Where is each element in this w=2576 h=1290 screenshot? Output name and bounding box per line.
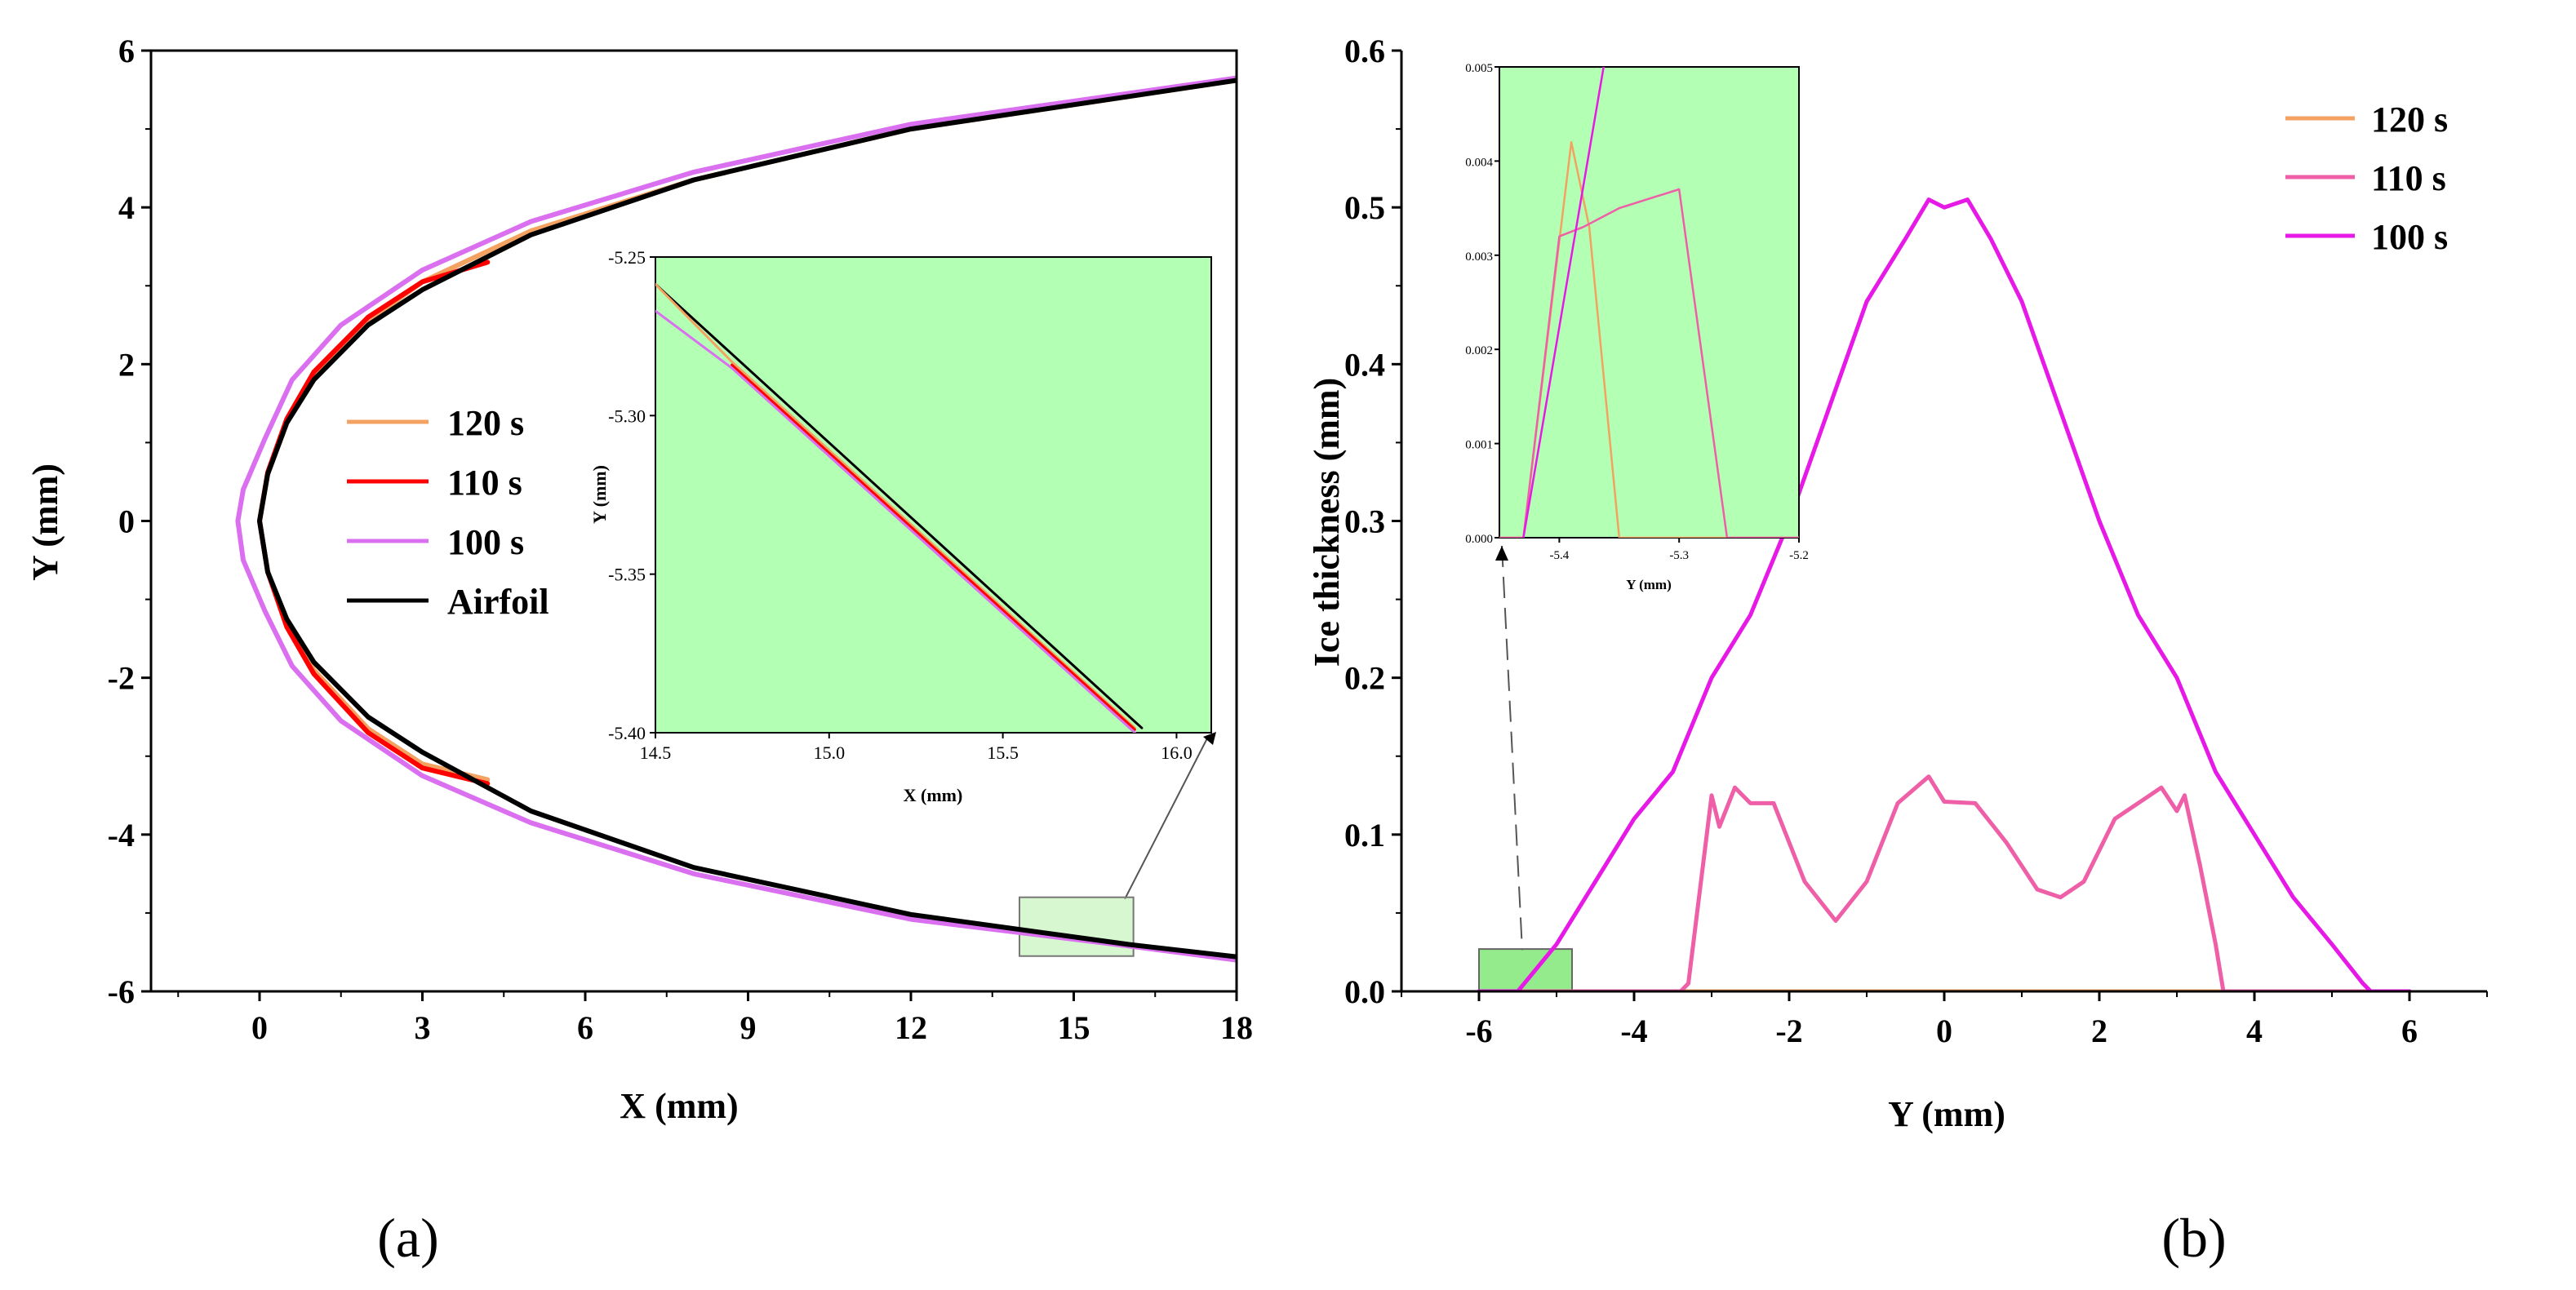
chart-b-inset-y-tick-label-4: 0.004 xyxy=(1465,156,1493,169)
chart-a-legend: 120 s 110 s 100 s Airfoil xyxy=(347,403,549,622)
chart-a-series-100s xyxy=(235,75,1237,963)
chart-a-x-tick-label-5: 15 xyxy=(1058,1009,1090,1046)
chart-b-y-tick-label-3: 0.3 xyxy=(1344,503,1385,540)
chart-b-x-tick-label-3: 0 xyxy=(1936,1013,1952,1049)
chart-a-inset-y-tick-label-1: -5.30 xyxy=(608,406,646,426)
chart-a-inset-series-airfoil xyxy=(655,282,1144,729)
chart-a-x-label: X (mm) xyxy=(620,1086,738,1126)
chart-b-x-tick-label-2: -2 xyxy=(1775,1013,1802,1049)
chart-a-inset-y-tick-label-3: -5.40 xyxy=(608,723,646,743)
chart-b-x-tick-label-6: 6 xyxy=(2401,1013,2418,1049)
chart-a-inset-x-tick-label-0: 14.5 xyxy=(640,743,672,763)
chart-a-y-tick-label-0: -6 xyxy=(108,973,135,1010)
panel-a-caption: (a) xyxy=(377,1207,438,1269)
legend-a-label-2: 100 s xyxy=(447,522,524,562)
chart-b-inset-y-tick-label-1: 0.001 xyxy=(1465,439,1493,452)
chart-a-y-tick-label-4: 2 xyxy=(118,346,135,383)
chart-b-inset-y-ticks: 0.000 0.001 0.002 0.003 0.004 0.005 xyxy=(1465,62,1499,546)
chart-b-x-tick-label-1: -4 xyxy=(1620,1013,1647,1049)
chart-a-inset-bg xyxy=(655,256,1212,734)
chart-b-series-100s xyxy=(1477,197,2412,991)
chart-a-zoom-region xyxy=(1019,896,1135,957)
chart-b-y-tick-label-2: 0.2 xyxy=(1344,660,1385,697)
chart-a-zoom-leader xyxy=(1124,736,1209,900)
chart-a-x-tick-label-0: 0 xyxy=(251,1009,268,1046)
chart-a-y-ticks: -6 -4 -2 0 2 4 6 xyxy=(108,33,151,1010)
chart-a-x-tick-label-2: 6 xyxy=(577,1009,593,1046)
chart-b-x-tick-label-5: 4 xyxy=(2246,1013,2263,1049)
chart-b-inset-bg xyxy=(1499,66,1800,539)
chart-a-x-tick-label-1: 3 xyxy=(415,1009,431,1046)
chart-a-series-airfoil xyxy=(257,78,1237,960)
chart-a-inset-x-label: X (mm) xyxy=(904,785,963,805)
chart-b-legend: 120 s 110 s 100 s xyxy=(2285,100,2448,257)
chart-a-x-ticks: 0 3 6 9 12 15 18 xyxy=(177,991,1253,1046)
chart-b-inset-x-label: Y (mm) xyxy=(1626,577,1672,592)
chart-a-inset-y-tick-label-0: -5.25 xyxy=(608,247,646,268)
chart-a-inset: 14.5 15.0 15.5 16.0 -5.25 -5.30 -5.35 -5.40 X … xyxy=(589,247,1216,805)
chart-b-y-tick-label-1: 0.1 xyxy=(1344,817,1385,853)
legend-a-label-3: Airfoil xyxy=(447,582,549,622)
legend-a-label-1: 110 s xyxy=(447,463,522,503)
chart-b-inset-series-100s xyxy=(1522,67,1605,538)
chart-b-zoom-leader xyxy=(1501,545,1523,951)
chart-a-inset-x-tick-label-3: 16.0 xyxy=(1161,743,1193,763)
chart-a: 0 3 6 9 12 15 18 -6 -4 -2 0 2 4 6 X (mm) Y (mm) 120 … xyxy=(25,33,1253,1126)
chart-a-y-tick-label-1: -4 xyxy=(108,817,135,853)
chart-b-series-110s xyxy=(1477,774,2412,991)
chart-b-x-label: Y (mm) xyxy=(1888,1094,2005,1134)
chart-a-y-tick-label-3: 0 xyxy=(118,503,135,540)
chart-b-series xyxy=(1477,197,2412,991)
chart-a-y-tick-label-2: -2 xyxy=(108,660,135,697)
panel-b-caption: (b) xyxy=(2161,1207,2226,1269)
chart-a-inset-y-ticks: -5.25 -5.30 -5.35 -5.40 xyxy=(608,247,655,743)
chart-b-inset-x-tick-label-2: -5.2 xyxy=(1789,549,1809,562)
chart-b-inset-y-tick-label-0: 0.000 xyxy=(1465,533,1493,546)
chart-b-inset-series-120s xyxy=(1499,141,1799,538)
chart-a-zoom-box xyxy=(1019,896,1135,957)
chart-b-y-tick-label-0: 0.0 xyxy=(1344,973,1385,1010)
chart-b-inset-x-ticks: -5.4 -5.3 -5.2 xyxy=(1550,538,1809,562)
chart-b-inset-arrow-icon xyxy=(1495,546,1508,561)
chart-a-inset-series xyxy=(655,282,1144,733)
chart-b-x-ticks: -6 -4 -2 0 2 4 6 xyxy=(1401,991,2488,1049)
chart-a-inset-series-110s xyxy=(731,363,1136,731)
chart-a-inset-x-ticks: 14.5 15.0 15.5 16.0 xyxy=(640,733,1193,763)
chart-a-inset-y-label: Y (mm) xyxy=(589,465,610,524)
chart-b-y-tick-label-4: 0.4 xyxy=(1344,346,1385,383)
chart-a-zoom-arrow-icon xyxy=(1203,732,1216,745)
chart-a-inset-x-tick-label-2: 15.5 xyxy=(987,743,1019,763)
chart-a-x-tick-label-6: 18 xyxy=(1220,1009,1253,1046)
chart-b-inset-y-tick-label-5: 0.005 xyxy=(1465,62,1493,75)
chart-b-inset-y-tick-label-3: 0.003 xyxy=(1465,250,1493,264)
chart-b-x-tick-label-4: 2 xyxy=(2091,1013,2107,1049)
legend-b-label-1: 110 s xyxy=(2371,158,2446,198)
chart-b-inset-series xyxy=(1499,67,1799,538)
chart-b-y-label: Ice thickness (mm) xyxy=(1307,378,1347,667)
legend-b-label-0: 120 s xyxy=(2371,100,2448,140)
chart-b: -6 -4 -2 0 2 4 6 0.00.10.20.30.40.50.6 Y (mm) … xyxy=(1307,33,2488,1134)
chart-b-inset: -5.4 -5.3 -5.2 0.0000.0010.0020.0030.0040.… xyxy=(1465,62,1809,592)
legend-a-label-0: 120 s xyxy=(447,403,524,443)
chart-b-inset-y-tick-label-2: 0.002 xyxy=(1465,344,1493,357)
chart-b-y-ticks: 0.0 0.1 0.2 0.3 0.4 0.5 0.6 xyxy=(1344,33,1401,1010)
chart-a-y-label: Y (mm) xyxy=(25,463,65,581)
chart-a-inset-x-tick-label-1: 15.0 xyxy=(814,743,846,763)
chart-b-y-tick-label-5: 0.5 xyxy=(1344,189,1385,226)
chart-a-y-tick-label-6: 6 xyxy=(118,33,135,69)
chart-b-inset-series-110s xyxy=(1499,188,1799,538)
chart-b-y-tick-label-6: 0.6 xyxy=(1344,33,1385,69)
legend-b-label-2: 100 s xyxy=(2371,217,2448,257)
chart-a-y-tick-label-5: 4 xyxy=(118,189,135,226)
chart-a-series xyxy=(235,75,1237,963)
chart-b-x-tick-label-0: -6 xyxy=(1465,1013,1492,1049)
chart-a-inset-y-tick-label-2: -5.35 xyxy=(608,565,646,585)
chart-a-inset-series-100s xyxy=(655,309,1136,733)
chart-a-x-tick-label-3: 9 xyxy=(740,1009,757,1046)
chart-a-inset-series-120s xyxy=(655,282,1136,729)
chart-b-inset-x-tick-label-0: -5.4 xyxy=(1550,549,1570,562)
chart-b-inset-x-tick-label-1: -5.3 xyxy=(1669,549,1689,562)
chart-a-x-tick-label-4: 12 xyxy=(895,1009,927,1046)
